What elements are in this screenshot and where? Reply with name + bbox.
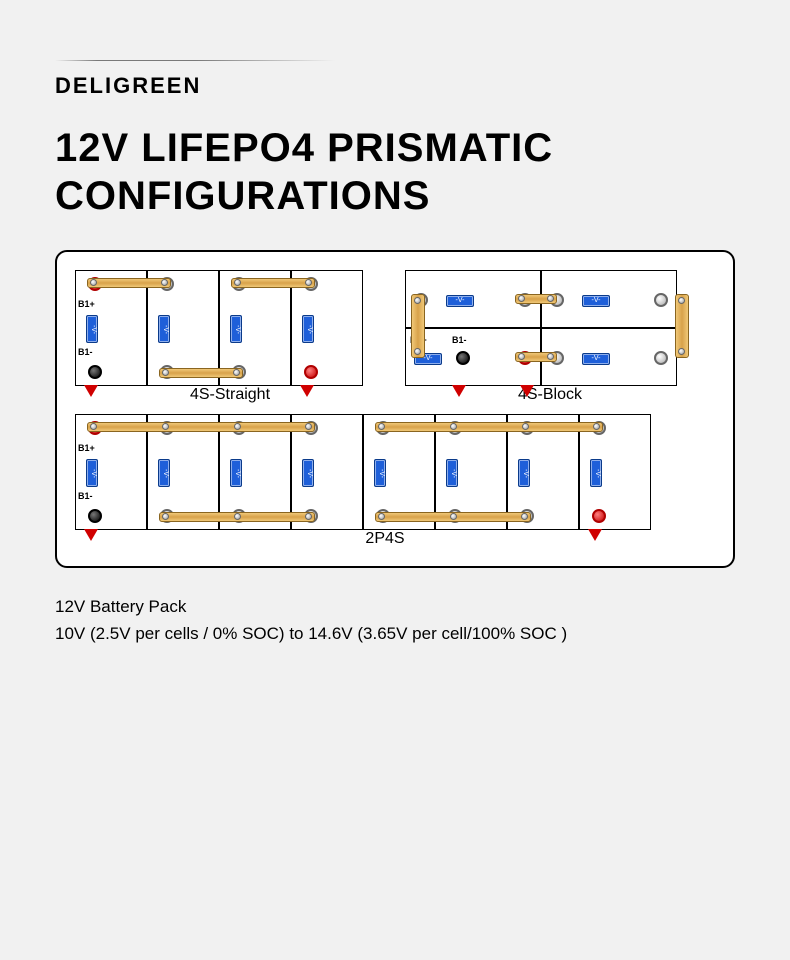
volt-label: -V- (86, 315, 98, 343)
arrow-icon (84, 385, 98, 397)
busbar (159, 368, 243, 378)
busbar (675, 294, 689, 358)
busbar (159, 512, 315, 522)
b-plus-label: B1+ (78, 443, 95, 453)
b-minus-label: B1- (78, 347, 93, 357)
title-line-2: CONFIGURATIONS (55, 174, 430, 218)
volt-label: -V- (446, 295, 474, 307)
arrow-icon (300, 385, 314, 397)
config-label-4s-straight: 4S-Straight (75, 386, 385, 404)
busbar (87, 278, 171, 288)
b-plus-label: B1+ (78, 299, 95, 309)
config-4s-straight: -V- B1+ B1- -V- -V- (75, 270, 385, 404)
arrow-icon (520, 385, 534, 397)
config-label-4s-block: 4S-Block (405, 386, 695, 404)
busbar (375, 422, 603, 432)
busbar (87, 422, 315, 432)
arrow-icon (452, 385, 466, 397)
arrow-icon (84, 529, 98, 541)
cell: -V- (541, 270, 677, 328)
config-2p4s: -V- B1+ B1- -V- -V- -V- -V- -V- -V- -V- (75, 414, 695, 548)
footer-block: 12V Battery Pack 10V (2.5V per cells / 0… (55, 593, 735, 647)
busbar (515, 294, 557, 304)
brand-divider (55, 60, 335, 61)
busbar (231, 278, 315, 288)
brand-block: DELIGREEN (55, 60, 735, 99)
config-4s-block: -V- -V- -V- B1+ B1- (405, 270, 695, 404)
volt-label: -V- (302, 315, 314, 343)
busbar (515, 352, 557, 362)
cell: -V- (541, 328, 677, 386)
arrow-icon (588, 529, 602, 541)
footer-line-1: 12V Battery Pack (55, 593, 735, 620)
brand-name: DELIGREEN (55, 73, 735, 99)
b-minus-label: B1- (452, 335, 467, 345)
busbar (411, 294, 425, 358)
volt-label: -V- (158, 315, 170, 343)
title-line-1: 12V LIFEPO4 PRISMATIC (55, 126, 553, 170)
volt-label: -V- (230, 315, 242, 343)
b-minus-label: B1- (78, 491, 93, 501)
volt-label: -V- (86, 459, 98, 487)
configurations-diagram: -V- B1+ B1- -V- -V- (55, 250, 735, 568)
busbar (375, 512, 531, 522)
page-title: 12V LIFEPO4 PRISMATIC CONFIGURATIONS (55, 124, 735, 220)
config-label-2p4s: 2P4S (75, 530, 695, 548)
footer-line-2: 10V (2.5V per cells / 0% SOC) to 14.6V (… (55, 620, 735, 647)
volt-label: -V- (582, 295, 610, 307)
volt-label: -V- (582, 353, 610, 365)
